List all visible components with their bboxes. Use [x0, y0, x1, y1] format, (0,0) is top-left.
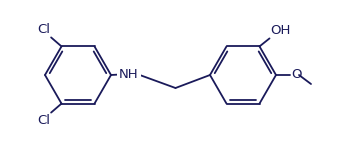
Text: Cl: Cl	[37, 114, 50, 127]
Text: O: O	[291, 69, 302, 82]
Text: NH: NH	[119, 67, 139, 80]
Text: OH: OH	[271, 24, 291, 37]
Text: Cl: Cl	[37, 23, 50, 36]
